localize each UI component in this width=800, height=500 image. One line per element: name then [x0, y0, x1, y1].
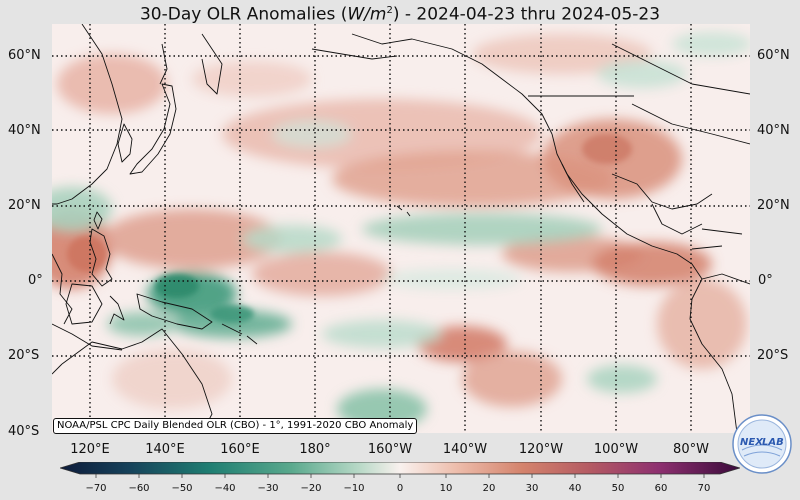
- colorbar-tick: 50: [611, 483, 625, 494]
- logo-text-left: NEX: [740, 437, 764, 448]
- colorbar-tick: −10: [343, 483, 365, 494]
- lat-label-left: 20°N: [8, 198, 41, 213]
- colorbar-tick: −20: [300, 483, 322, 494]
- colorbar-tick: −50: [171, 483, 193, 494]
- map-title: 30-Day OLR Anomalies (W/m2) - 2024-04-23…: [139, 4, 661, 25]
- lat-label-left: 40°S: [8, 424, 40, 439]
- colorbar-tick: 20: [482, 483, 496, 494]
- lat-label-left: 0°: [28, 273, 43, 288]
- colorbar-tick: −60: [128, 483, 150, 494]
- lat-label-left: 40°N: [8, 123, 41, 138]
- lon-label: 120°E: [70, 442, 110, 457]
- colorbar-tick: −40: [214, 483, 236, 494]
- lat-label-left: 20°S: [8, 348, 40, 363]
- lon-label: 80°W: [673, 442, 709, 457]
- lon-label: 180°: [299, 442, 331, 457]
- lat-label-right: 40°N: [757, 123, 790, 138]
- colorbar-tick: 30: [525, 483, 539, 494]
- lon-label: 160°W: [367, 442, 413, 457]
- colorbar-tick: 10: [439, 483, 453, 494]
- colorbar-tick: 70: [697, 483, 711, 494]
- lat-label-left: 60°N: [8, 48, 41, 63]
- logo-text-right: LAB: [762, 437, 784, 448]
- colorbar-tick: −30: [257, 483, 279, 494]
- lat-label-right: 20°N: [757, 198, 790, 213]
- colorbar-tick: −70: [85, 483, 107, 494]
- lat-label-right: 0°: [758, 273, 773, 288]
- anomaly-map: [52, 24, 750, 433]
- anomaly-field: [52, 32, 750, 429]
- colorbar-tick: 60: [654, 483, 668, 494]
- colorbar-tick: 0: [396, 483, 404, 494]
- coastlines: [52, 24, 750, 433]
- lon-label: 160°E: [220, 442, 260, 457]
- lat-label-right: 60°N: [757, 48, 790, 63]
- graticule: [52, 24, 750, 433]
- data-source-credit: NOAA/PSL CPC Daily Blended OLR (CBO) - 1…: [53, 418, 418, 434]
- lon-label: 140°E: [145, 442, 185, 457]
- colorbar-tick: 40: [568, 483, 582, 494]
- noaa-psl-logo-icon: NEX LAB: [732, 414, 792, 474]
- lon-label: 120°W: [518, 442, 564, 457]
- lat-label-right: 20°S: [757, 348, 789, 363]
- lon-label: 140°W: [442, 442, 488, 457]
- colorbar: [60, 462, 740, 478]
- lon-label: 100°W: [593, 442, 639, 457]
